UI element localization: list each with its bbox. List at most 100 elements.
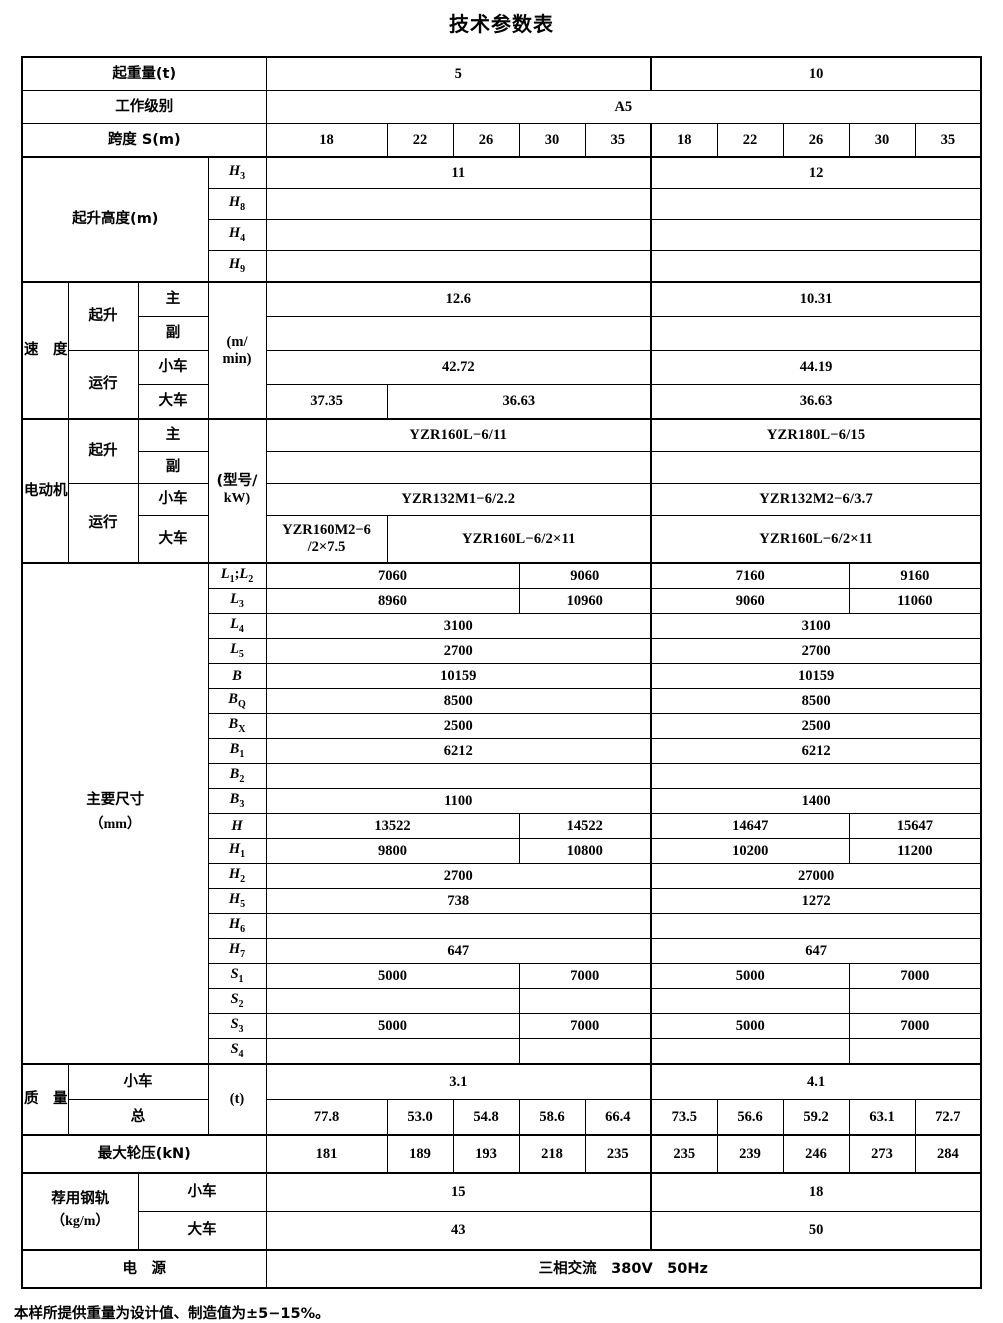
speed-hoist-aux-10t xyxy=(650,316,982,351)
motor-unit: (型号/ kW) xyxy=(207,418,267,564)
dim-h-10t-a: 14647 xyxy=(650,813,850,839)
motor-sub-main: 主 xyxy=(137,418,209,452)
symbol-l5: L5 xyxy=(207,638,267,664)
wheel-load-5t-26: 193 xyxy=(452,1134,520,1174)
table-row-motor-hoist-main: 电动机 起升 主 (型号/ kW) YZR160L−6/11 YZR180L−6… xyxy=(21,418,982,564)
dim-s1-5t-b: 7000 xyxy=(518,963,653,989)
dim-b1-5t: 6212 xyxy=(265,738,653,764)
dim-s1-10t-a: 5000 xyxy=(650,963,850,989)
motor-group-travel: 运行 xyxy=(67,483,139,564)
table-row-speed-hoist-aux: 副 xyxy=(22,316,982,351)
capacity-label: 起重量(t) xyxy=(21,56,267,91)
dim-h1-10t-b: 11200 xyxy=(848,838,982,864)
table-row-motor-hoist-aux: 副 xyxy=(22,451,982,484)
motor-hoist-aux-5t xyxy=(265,451,653,484)
symbol-h5-dim: H5 xyxy=(207,888,267,914)
dim-l3-10t-a: 9060 xyxy=(650,588,850,614)
duty-class-label: 工作级别 xyxy=(21,90,267,124)
dim-bx-10t: 2500 xyxy=(650,713,982,739)
speed-trolley-5t: 42.72 xyxy=(265,350,653,385)
dim-s3-10t-a: 5000 xyxy=(650,1013,850,1039)
dim-b2-10t xyxy=(650,763,982,789)
symbol-h6-dim: H6 xyxy=(207,913,267,939)
table-row-rail-trolley: 荐用钢轨 （kg/m） 小车 15 18 xyxy=(21,1172,982,1251)
dim-b3-5t: 1100 xyxy=(265,788,653,814)
dim-s1-10t-b: 7000 xyxy=(848,963,982,989)
dim-bq-5t: 8500 xyxy=(265,688,653,714)
rail-crane-5t: 43 xyxy=(265,1211,653,1251)
symbol-h7-dim: H7 xyxy=(207,938,267,964)
symbol-h: H xyxy=(207,813,267,839)
rail-crane-label: 大车 xyxy=(137,1211,267,1251)
rail-trolley-5t: 15 xyxy=(265,1172,653,1212)
dim-bx-5t: 2500 xyxy=(265,713,653,739)
symbol-l1-l2: L1;L2 xyxy=(207,562,267,589)
dim-s3-5t-b: 7000 xyxy=(518,1013,653,1039)
speed-crane-10t: 36.63 xyxy=(650,384,982,420)
dim-s1-5t-a: 5000 xyxy=(265,963,520,989)
wheel-load-5t-35: 235 xyxy=(584,1134,653,1174)
dim-s2-10t-a xyxy=(650,988,850,1014)
speed-group-hoist: 起升 xyxy=(67,281,139,351)
lift-height-h3-10t: 12 xyxy=(650,156,982,189)
speed-sub-main: 主 xyxy=(137,281,209,317)
rail-label: 荐用钢轨 （kg/m） xyxy=(21,1172,139,1251)
mass-total-5t-18: 77.8 xyxy=(265,1099,388,1136)
speed-unit: (m/ min) xyxy=(207,281,267,420)
lift-height-h4-5t xyxy=(265,219,653,251)
rail-trolley-label: 小车 xyxy=(137,1172,267,1212)
lift-height-label: 起升高度(m) xyxy=(21,156,209,283)
mass-trolley-5t: 3.1 xyxy=(265,1063,653,1100)
technical-parameters-table: 起重量(t) 5 10 工作级别 A5 跨度 S(m) 18 22 26 30 … xyxy=(21,56,983,1289)
table-row-dim-b3: B3 1100 1400 xyxy=(22,788,982,814)
symbol-h8: H8 xyxy=(207,188,267,220)
dim-s3-5t-a: 5000 xyxy=(265,1013,520,1039)
motor-trolley-10t: YZR132M2−6/3.7 xyxy=(650,483,982,516)
dim-l3-5t-a: 8960 xyxy=(265,588,520,614)
dim-l3-5t-b: 10960 xyxy=(518,588,653,614)
lift-height-h3-5t: 11 xyxy=(265,156,653,189)
table-row-dim-s3: S3 5000 7000 5000 7000 xyxy=(22,1013,982,1039)
page-title: 技术参数表 xyxy=(449,14,554,36)
symbol-s1: S1 xyxy=(207,963,267,989)
span-cell-10t-35: 35 xyxy=(914,123,982,158)
capacity-value-5t: 5 xyxy=(265,56,653,91)
dim-h7-5t: 647 xyxy=(265,938,653,964)
dim-s2-5t-a xyxy=(265,988,520,1014)
dim-l1l2-10t-a: 7160 xyxy=(650,562,850,589)
table-row-lift-height-h9: H9 xyxy=(22,250,982,283)
table-row-dim-l1l2: 主要尺寸 （mm） L1;L2 7060 9060 7160 9160 xyxy=(21,562,982,1065)
rail-crane-10t: 50 xyxy=(650,1211,982,1251)
table-row-speed-crane: 大车 37.35 36.63 36.63 xyxy=(22,384,982,420)
table-row-power: 电 源 三相交流 380V 50Hz xyxy=(21,1249,982,1289)
symbol-l4: L4 xyxy=(207,613,267,639)
symbol-h1-dim: H1 xyxy=(207,838,267,864)
table-row-dim-s2: S2 xyxy=(22,988,982,1014)
mass-total-10t-18: 73.5 xyxy=(650,1099,718,1136)
lift-height-h8-10t xyxy=(650,188,982,220)
dim-s4-10t-b xyxy=(848,1038,982,1065)
wheel-load-10t-22: 239 xyxy=(716,1134,784,1174)
dim-s3-10t-b: 7000 xyxy=(848,1013,982,1039)
table-row-mass-trolley: 质 量 小车 (t) 3.1 4.1 xyxy=(21,1063,982,1136)
symbol-s2: S2 xyxy=(207,988,267,1014)
span-cell-5t-18: 18 xyxy=(265,123,388,158)
wheel-load-10t-18: 235 xyxy=(650,1134,718,1174)
span-cell-10t-30: 30 xyxy=(848,123,916,158)
speed-crane-5t-18: 37.35 xyxy=(265,384,388,420)
table-row-lift-height-h3: 起升高度(m) H3 11 12 xyxy=(21,156,982,283)
mass-unit: (t) xyxy=(207,1063,267,1136)
table-row-rail-crane: 大车 43 50 xyxy=(22,1211,982,1251)
mass-total-10t-35: 72.7 xyxy=(914,1099,982,1136)
mass-trolley-10t: 4.1 xyxy=(650,1063,982,1100)
symbol-h9: H9 xyxy=(207,250,267,283)
symbol-h2-dim: H2 xyxy=(207,863,267,889)
table-row-dim-s4: S4 xyxy=(22,1038,982,1065)
speed-sub-aux: 副 xyxy=(137,316,209,351)
table-row-speed-trolley: 运行 小车 42.72 44.19 xyxy=(22,350,982,420)
power-label: 电 源 xyxy=(21,1249,267,1289)
motor-label: 电动机 xyxy=(21,418,69,564)
lift-height-h9-5t xyxy=(265,250,653,283)
speed-trolley-10t: 44.19 xyxy=(650,350,982,385)
